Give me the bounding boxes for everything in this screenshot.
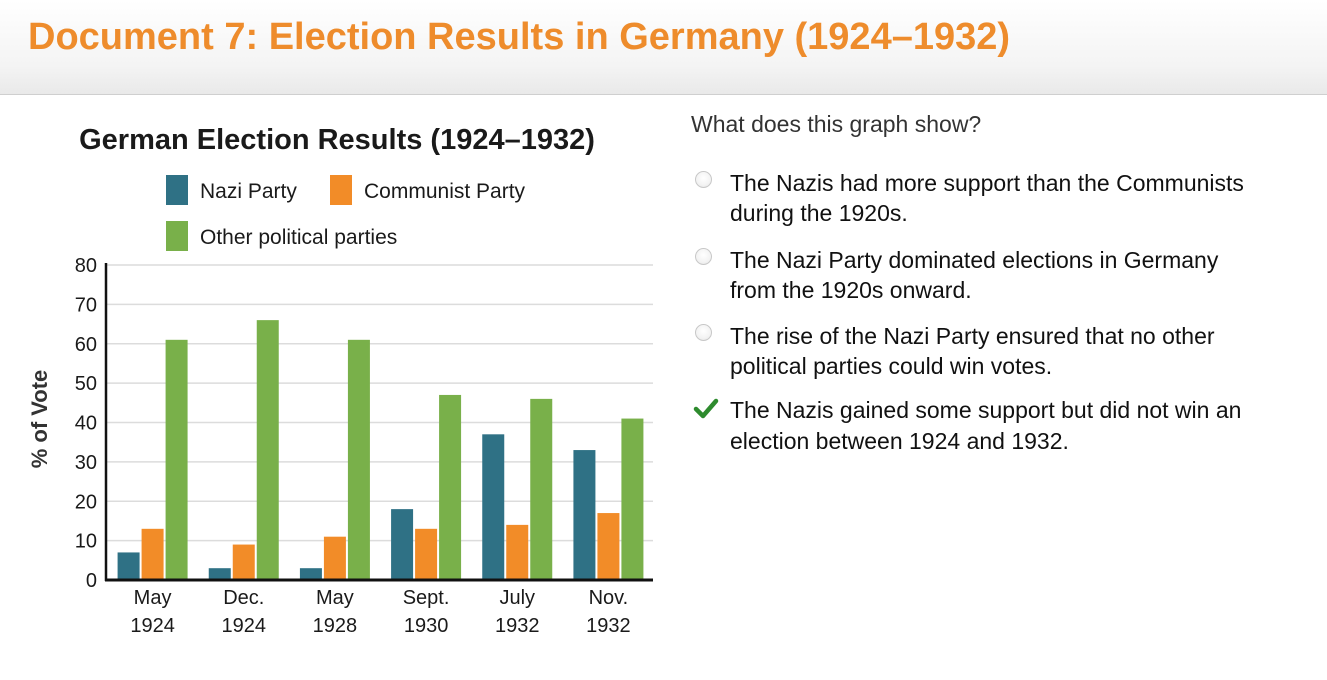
x-tick-label: Sept. (403, 587, 450, 609)
answer-option-text: The rise of the Nazi Party ensured that … (730, 321, 1310, 381)
legend-label: Nazi Party (200, 180, 297, 203)
y-tick-label: 70 (75, 294, 97, 316)
x-tick-label: May (134, 587, 172, 609)
y-tick-label: 0 (86, 570, 97, 592)
x-tick-label: 1930 (404, 615, 449, 637)
y-tick-label: 40 (75, 413, 97, 435)
checkmark-icon (693, 398, 719, 419)
bar (482, 434, 505, 580)
x-tick-label: May (316, 587, 354, 609)
answer-option-line: political parties could win votes. (730, 353, 1053, 379)
answer-option-line: election between 1924 and 1932. (730, 428, 1069, 454)
answer-option-line: The Nazis had more support than the Comm… (730, 170, 1244, 196)
bar (256, 320, 279, 580)
bar (347, 339, 370, 580)
bar (299, 568, 322, 580)
bar (391, 509, 414, 580)
chart-axes (104, 263, 653, 582)
answer-option-line: The rise of the Nazi Party ensured that … (730, 323, 1215, 349)
x-tick-label: 1924 (130, 615, 175, 637)
y-axis-label: % of Vote (27, 370, 52, 469)
bar (208, 568, 231, 580)
bar (530, 398, 553, 580)
x-tick-label: 1932 (495, 615, 540, 637)
legend-label: Communist Party (364, 180, 526, 203)
legend-swatch (166, 221, 188, 251)
x-tick-label: Nov. (589, 587, 629, 609)
chart-bars: May 1924 Dec. 1924 May 1928 Sept. 1930 July 1932 N… (117, 320, 644, 637)
answer-option-text: The Nazi Party dominated elections in Ge… (730, 245, 1310, 305)
bar (439, 394, 462, 580)
x-tick-label: 1932 (586, 615, 631, 637)
radio-button[interactable] (695, 324, 712, 341)
legend-label: Other political parties (200, 226, 397, 249)
radio-button[interactable] (695, 248, 712, 265)
y-tick-label: 50 (75, 373, 97, 395)
bar (165, 339, 188, 580)
chart-grid: 0 10 20 30 40 50 60 70 80 (75, 255, 653, 592)
bar-chart: German Election Results (1924–1932) Nazi… (0, 95, 670, 680)
bar (597, 513, 620, 580)
chart-svg: German Election Results (1924–1932) Nazi… (27, 124, 653, 637)
bar (506, 524, 529, 580)
bar (117, 552, 140, 580)
x-tick-label: 1924 (222, 615, 267, 637)
header-bar: Document 7: Election Results in Germany … (0, 0, 1327, 95)
chart-legend: Nazi Party Communist Party Other political… (166, 175, 526, 251)
bar (141, 528, 164, 580)
bar (232, 544, 255, 580)
question-text: What does this graph show? (691, 111, 982, 137)
bar (415, 528, 438, 580)
x-tick-label: July (499, 587, 535, 609)
y-tick-label: 60 (75, 334, 97, 356)
answer-option-text: The Nazis gained some support but did no… (730, 395, 1310, 457)
answer-option-line: from the 1920s onward. (730, 277, 972, 303)
legend-swatch (330, 175, 352, 205)
bar (621, 418, 644, 580)
y-tick-label: 80 (75, 255, 97, 277)
answer-option-line: during the 1920s. (730, 200, 908, 226)
x-tick-label: Dec. (223, 587, 264, 609)
bar (573, 450, 596, 580)
answer-option-line: The Nazis gained some support but did no… (730, 397, 1242, 423)
chart-title: German Election Results (1924–1932) (79, 124, 595, 156)
legend-swatch (166, 175, 188, 205)
answer-option-text: The Nazis had more support than the Comm… (730, 168, 1310, 228)
y-tick-label: 10 (75, 531, 97, 553)
answer-option-line: The Nazi Party dominated elections in Ge… (730, 247, 1219, 273)
page-title: Document 7: Election Results in Germany … (28, 16, 1011, 58)
radio-button[interactable] (695, 171, 712, 188)
bar (323, 536, 346, 580)
y-tick-label: 20 (75, 491, 97, 513)
y-tick-label: 30 (75, 452, 97, 474)
x-tick-label: 1928 (313, 615, 358, 637)
